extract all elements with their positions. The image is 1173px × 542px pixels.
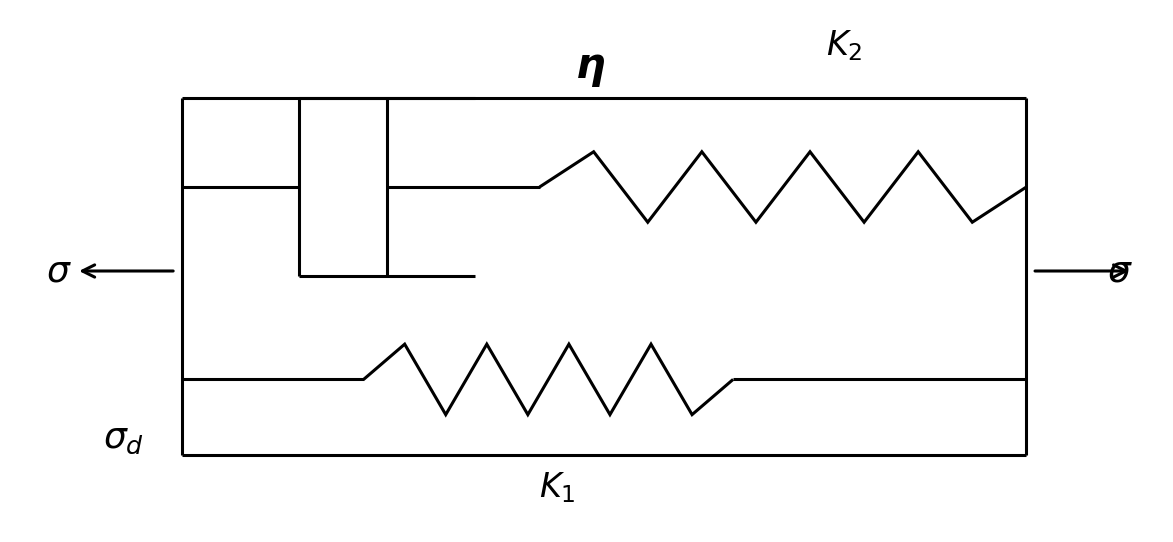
- Text: $\sigma$: $\sigma$: [46, 254, 72, 288]
- Text: $\sigma$: $\sigma$: [1107, 254, 1133, 288]
- Text: $K_1$: $K_1$: [538, 470, 576, 505]
- Text: $\boldsymbol{\eta}$: $\boldsymbol{\eta}$: [575, 47, 605, 89]
- Text: $K_2$: $K_2$: [826, 29, 863, 63]
- Text: $\sigma_d$: $\sigma_d$: [103, 422, 143, 456]
